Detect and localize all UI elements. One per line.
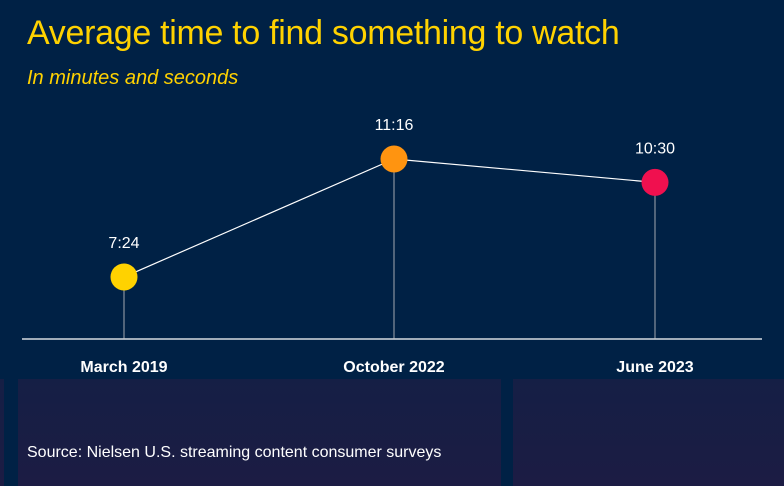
footer-panel-right [513, 379, 784, 486]
data-point [641, 168, 669, 196]
data-label: 10:30 [635, 140, 675, 157]
source-note: Source: Nielsen U.S. streaming content c… [27, 444, 442, 461]
footer-panel-edge [0, 379, 4, 486]
x-tick-label: March 2019 [80, 359, 167, 376]
data-point [110, 263, 138, 291]
series-line [123, 158, 656, 278]
chart-subtitle: In minutes and seconds [27, 67, 239, 89]
x-tick-label: October 2022 [343, 359, 444, 376]
data-label: 11:16 [375, 117, 414, 134]
footer-panel-left [18, 379, 501, 486]
data-label: 7:24 [108, 235, 139, 252]
chart-title: Average time to find something to watch [27, 14, 620, 52]
data-point [380, 145, 408, 173]
x-tick-label: June 2023 [616, 359, 693, 376]
